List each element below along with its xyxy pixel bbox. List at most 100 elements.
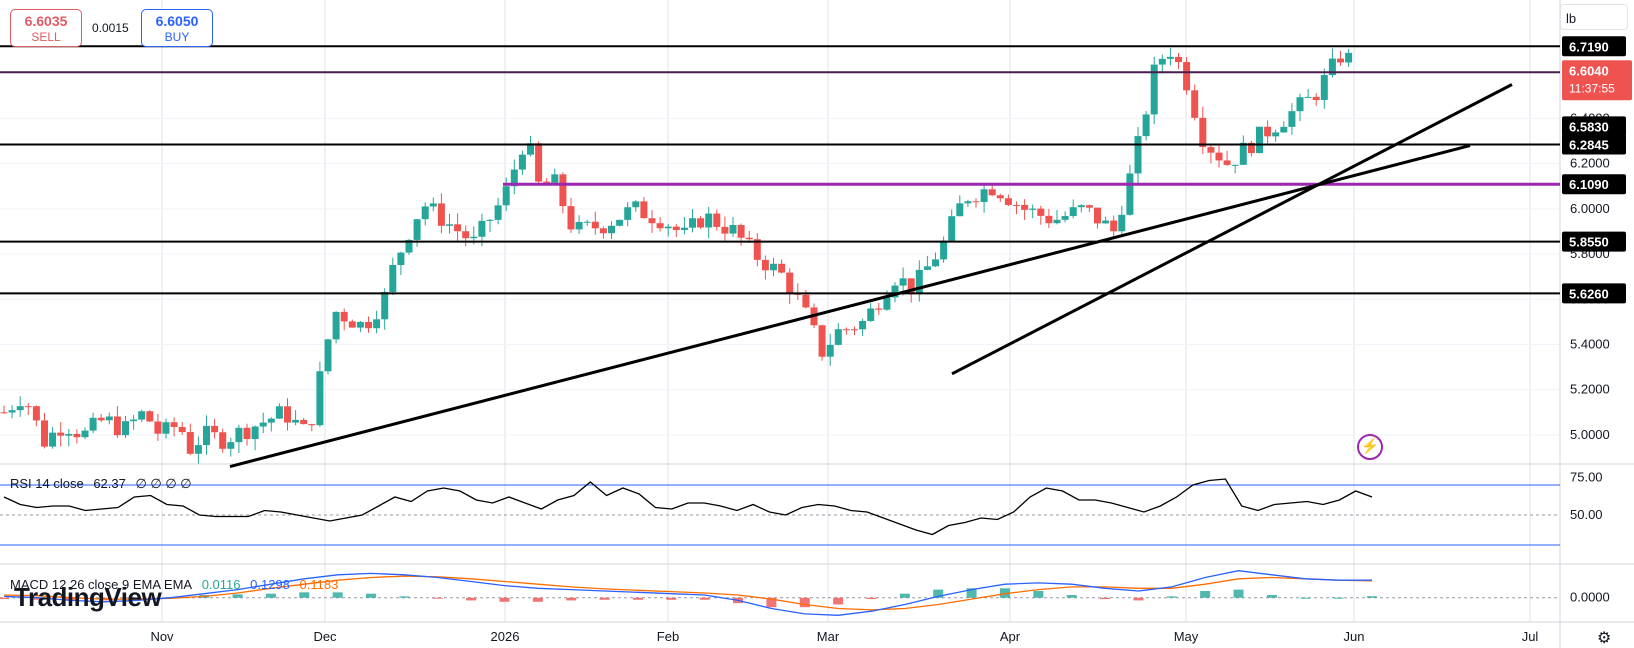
macd-signal-value: 0.1183 [299, 577, 339, 592]
candle-body [1077, 205, 1085, 208]
candle-body [551, 174, 559, 183]
candle-body [194, 445, 202, 454]
candle-body [478, 220, 486, 237]
lightning-icon[interactable]: ⚡ [1357, 434, 1383, 460]
candle-body [138, 411, 146, 420]
candle-body [1126, 173, 1134, 215]
macd-hist-bar [1133, 597, 1144, 601]
candle-body [875, 308, 883, 310]
candle-body [292, 419, 300, 423]
candle-body [0, 412, 8, 414]
candle-body [1272, 132, 1280, 137]
x-tick-label: Feb [657, 629, 679, 644]
rsi-value: 62.37 [93, 476, 126, 491]
candle-body [284, 406, 291, 423]
level-label-4: 5.8550 [1562, 231, 1626, 252]
candle-body [1239, 142, 1247, 165]
candle-body [397, 252, 405, 265]
level-label-3: 6.1090 [1562, 174, 1626, 195]
macd-hist-bar [265, 593, 276, 598]
x-tick-label: Jul [1522, 629, 1539, 644]
macd-name: MACD 12 26 close 9 EMA EMA [10, 577, 193, 592]
candle-body [219, 432, 227, 449]
candle-body [786, 272, 794, 294]
rsi-line [3, 478, 1373, 536]
buy-button[interactable]: 6.6050 BUY [141, 9, 213, 47]
macd-hist-bar [466, 597, 477, 601]
candle-body [154, 421, 162, 434]
y-tick-label: 6.0000 [1570, 201, 1610, 216]
candle-body [1183, 62, 1191, 91]
candle-body [980, 189, 988, 203]
macd-hist-bar [1300, 597, 1311, 599]
candle-body [826, 344, 834, 357]
candle-body [672, 226, 680, 231]
candle-body [834, 329, 842, 345]
candle-body [1158, 58, 1166, 65]
macd-line-value: 0.1298 [250, 577, 290, 592]
macd-hist-bar [599, 597, 610, 600]
candle-body [373, 319, 381, 329]
x-tick-label: May [1174, 629, 1199, 644]
candle-body [454, 224, 462, 232]
candle-body [583, 221, 591, 223]
candle-body [211, 425, 219, 433]
candle-body [502, 186, 510, 206]
candle-body [996, 195, 1004, 199]
candle-body [1118, 214, 1126, 232]
candle-body [770, 263, 777, 271]
candle-body [1013, 204, 1020, 206]
current-price-label: 6.6040 [1569, 63, 1609, 78]
macd-hist-bar [1066, 595, 1077, 598]
sell-button[interactable]: 6.6035 SELL [10, 9, 82, 47]
candle-body [24, 406, 32, 408]
candle-body [97, 417, 105, 421]
x-tick-label: Dec [313, 629, 337, 644]
macd-hist-bar [1166, 596, 1177, 598]
candle-body [1142, 114, 1150, 137]
candle-body [648, 218, 656, 224]
candle-body [308, 424, 316, 426]
candle-body [356, 321, 364, 328]
y-tick-label: 6.2000 [1570, 156, 1610, 171]
macd-legend[interactable]: MACD 12 26 close 9 EMA EMA 0.0116 0.1298… [10, 577, 344, 592]
candle-body [162, 422, 170, 434]
macd-hist-bar [699, 597, 710, 600]
candle-body [761, 259, 769, 271]
candle-body [340, 311, 348, 322]
candle-body [842, 329, 850, 331]
macd-hist-bar [499, 597, 510, 602]
sell-label: SELL [31, 30, 61, 44]
macd-hist-bar [65, 597, 76, 601]
candle-body [891, 285, 899, 298]
logo-text: TradingView [14, 582, 162, 612]
buy-price: 6.6050 [155, 13, 199, 29]
candle-body [365, 321, 372, 329]
candle-body [1069, 207, 1077, 217]
candle-body [616, 219, 624, 226]
macd-hist-bar [666, 597, 677, 600]
candle-body [332, 311, 340, 340]
candle-body [575, 221, 583, 230]
candle-body [146, 411, 154, 422]
candle-body [591, 221, 599, 229]
unit-selector[interactable] [1560, 4, 1628, 30]
candle-body [1320, 75, 1328, 101]
candle-body [89, 417, 97, 431]
candle-body [818, 325, 826, 357]
settings-icon[interactable]: ⚙ [1597, 630, 1612, 647]
candle-body [243, 427, 251, 440]
level-label-0: 6.7190 [1562, 36, 1626, 57]
candle-body [16, 406, 24, 411]
trendline-short [951, 83, 1513, 376]
macd-hist-bar [366, 593, 377, 598]
candle-body [437, 203, 445, 226]
level-label-bg [1562, 116, 1626, 137]
candle-body [753, 239, 761, 260]
macd-hist-bar [332, 592, 343, 598]
candle-body [1061, 216, 1069, 220]
rsi-legend[interactable]: RSI 14 close 62.37 ∅ ∅ ∅ ∅ [10, 476, 198, 492]
level-label-text: 5.6260 [1569, 286, 1609, 301]
rsi-tick-50: 50.00 [1570, 507, 1603, 522]
candle-body [105, 416, 113, 421]
